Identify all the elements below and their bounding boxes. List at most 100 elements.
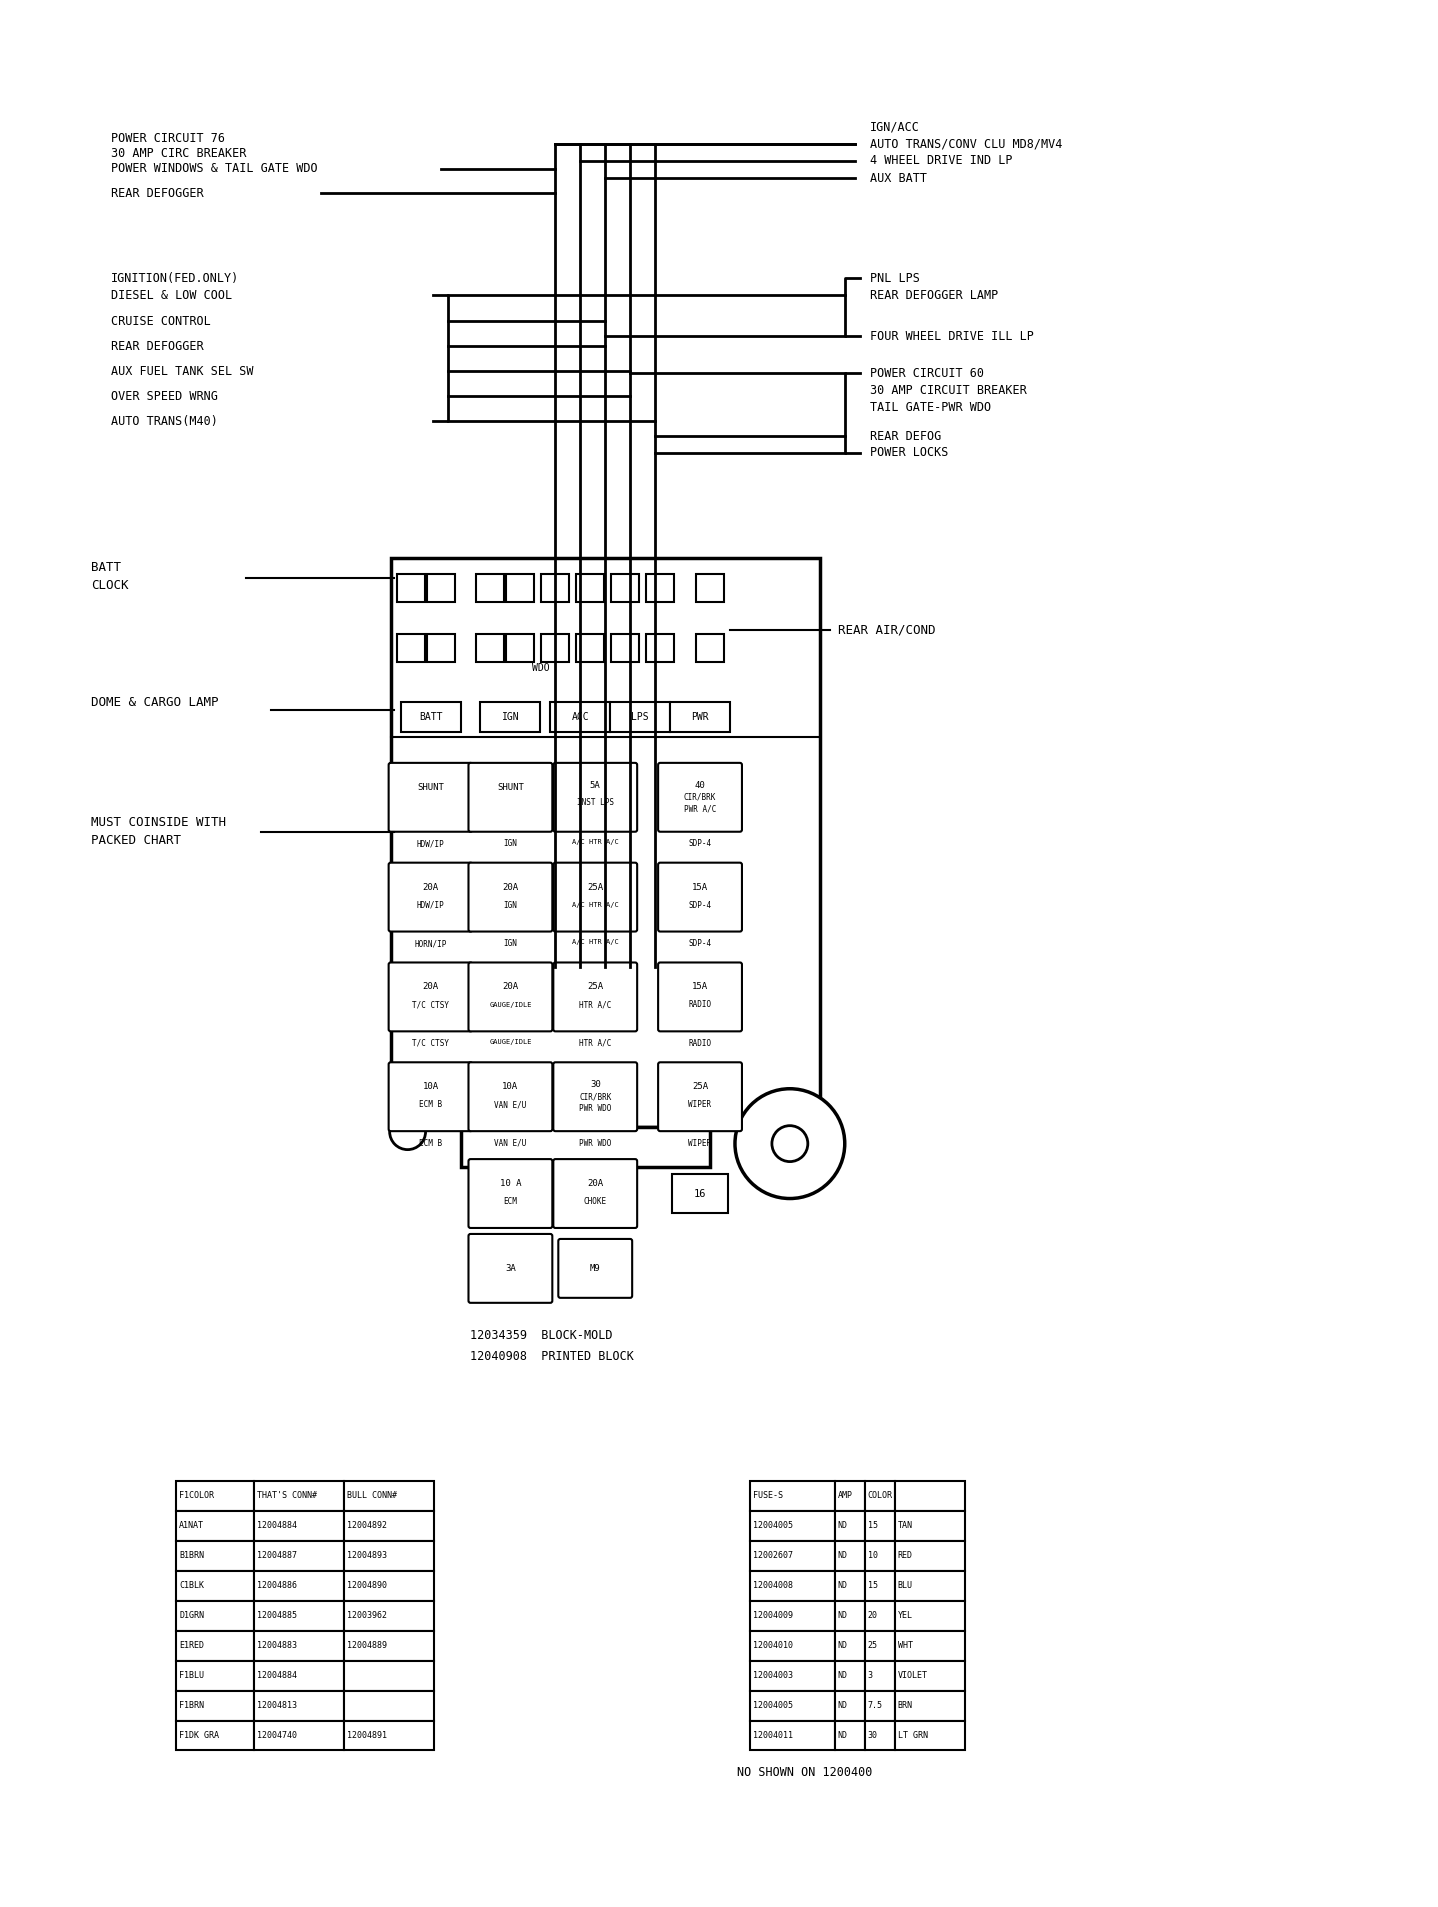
Text: A1NAT: A1NAT (180, 1522, 204, 1531)
Text: 10A: 10A (502, 1083, 519, 1091)
FancyBboxPatch shape (469, 1062, 552, 1131)
Bar (175, 1720, 255, 1751)
Text: POWER LOCKS: POWER LOCKS (870, 446, 948, 460)
Text: REAR AIR/COND: REAR AIR/COND (838, 624, 935, 637)
Bar (835, 1630, 864, 1661)
Text: COLOR: COLOR (867, 1491, 893, 1501)
Bar (611, 633, 638, 662)
Text: PWR WDO: PWR WDO (580, 1104, 611, 1114)
Text: A/C HTR A/C: A/C HTR A/C (572, 839, 618, 845)
Text: 20A: 20A (423, 883, 439, 892)
Text: ND: ND (838, 1522, 848, 1531)
Text: BULL CONN#: BULL CONN# (347, 1491, 397, 1501)
Text: ND: ND (838, 1642, 848, 1650)
Bar (476, 574, 505, 603)
Text: VIOLET: VIOLET (897, 1671, 928, 1680)
FancyBboxPatch shape (554, 963, 637, 1032)
Text: AUTO TRANS(M40): AUTO TRANS(M40) (111, 414, 219, 427)
Bar (894, 1571, 965, 1600)
Bar (541, 574, 569, 603)
Text: 16: 16 (693, 1188, 706, 1198)
Bar (175, 1541, 255, 1571)
Text: 30: 30 (867, 1732, 877, 1739)
Text: A/C HTR A/C: A/C HTR A/C (572, 902, 618, 908)
Text: 12004010: 12004010 (754, 1642, 792, 1650)
Bar (864, 1661, 894, 1692)
FancyBboxPatch shape (469, 963, 552, 1032)
Bar (610, 702, 670, 732)
FancyBboxPatch shape (554, 1159, 637, 1228)
FancyBboxPatch shape (659, 862, 742, 931)
Text: RED: RED (897, 1550, 913, 1560)
Bar (397, 633, 424, 662)
Text: 12003962: 12003962 (347, 1611, 387, 1621)
Bar (835, 1541, 864, 1571)
Bar (551, 702, 610, 732)
Text: NO SHOWN ON 1200400: NO SHOWN ON 1200400 (738, 1766, 873, 1779)
Text: 40: 40 (695, 780, 706, 789)
Text: BLU: BLU (897, 1581, 913, 1590)
FancyBboxPatch shape (469, 1159, 552, 1228)
Text: HDW/IP: HDW/IP (417, 839, 444, 849)
Text: 12004887: 12004887 (257, 1550, 296, 1560)
Text: HDW/IP: HDW/IP (417, 900, 444, 910)
Text: CRUISE CONTROL: CRUISE CONTROL (111, 315, 211, 328)
Text: WIPER: WIPER (689, 1100, 712, 1110)
Bar (427, 574, 454, 603)
FancyBboxPatch shape (554, 763, 637, 831)
Text: PWR A/C: PWR A/C (684, 805, 716, 814)
Bar (401, 702, 460, 732)
Bar (751, 1510, 835, 1541)
Text: 7.5: 7.5 (867, 1701, 883, 1711)
Text: BATT: BATT (91, 561, 121, 574)
Text: POWER CIRCUIT 60: POWER CIRCUIT 60 (870, 366, 984, 379)
Text: VAN E/U: VAN E/U (495, 1138, 526, 1148)
Bar (344, 1692, 433, 1720)
Bar (255, 1510, 344, 1541)
Text: HTR A/C: HTR A/C (580, 1001, 611, 1009)
Bar (864, 1482, 894, 1510)
Text: T/C CTSY: T/C CTSY (413, 1001, 449, 1009)
Bar (864, 1630, 894, 1661)
Bar (175, 1482, 255, 1510)
Text: 12004884: 12004884 (257, 1522, 296, 1531)
Bar (835, 1571, 864, 1600)
Text: TAIL GATE-PWR WDO: TAIL GATE-PWR WDO (870, 400, 991, 414)
Text: SDP-4: SDP-4 (689, 938, 712, 948)
Text: ND: ND (838, 1732, 848, 1739)
Text: 12004005: 12004005 (754, 1701, 792, 1711)
Bar (864, 1571, 894, 1600)
Bar (751, 1541, 835, 1571)
Text: AUX BATT: AUX BATT (870, 172, 926, 185)
Bar (894, 1630, 965, 1661)
FancyBboxPatch shape (469, 1234, 552, 1302)
Bar (835, 1720, 864, 1751)
Text: 30: 30 (590, 1079, 601, 1089)
Text: C1BLK: C1BLK (180, 1581, 204, 1590)
Text: VAN E/U: VAN E/U (495, 1100, 526, 1110)
Text: BATT: BATT (418, 713, 443, 723)
Text: PNL LPS: PNL LPS (870, 273, 919, 284)
Text: WIPER: WIPER (689, 1138, 712, 1148)
Bar (751, 1661, 835, 1692)
Text: ECM: ECM (503, 1198, 518, 1205)
Bar (751, 1630, 835, 1661)
Bar (894, 1661, 965, 1692)
Text: WHT: WHT (897, 1642, 913, 1650)
Text: FOUR WHEEL DRIVE ILL LP: FOUR WHEEL DRIVE ILL LP (870, 330, 1034, 343)
Bar (344, 1541, 433, 1571)
Text: 12004008: 12004008 (754, 1581, 792, 1590)
Bar (460, 1127, 710, 1167)
Bar (255, 1692, 344, 1720)
Text: SHUNT: SHUNT (417, 782, 444, 791)
Text: CIR/BRK: CIR/BRK (684, 793, 716, 801)
Text: 25: 25 (867, 1642, 877, 1650)
Text: 15A: 15A (692, 883, 707, 892)
Text: GAUGE/IDLE: GAUGE/IDLE (489, 1001, 532, 1009)
Bar (427, 633, 454, 662)
Text: HTR A/C: HTR A/C (580, 1039, 611, 1047)
Bar (751, 1600, 835, 1630)
Bar (255, 1571, 344, 1600)
Text: 12002607: 12002607 (754, 1550, 792, 1560)
Text: 12004883: 12004883 (257, 1642, 296, 1650)
